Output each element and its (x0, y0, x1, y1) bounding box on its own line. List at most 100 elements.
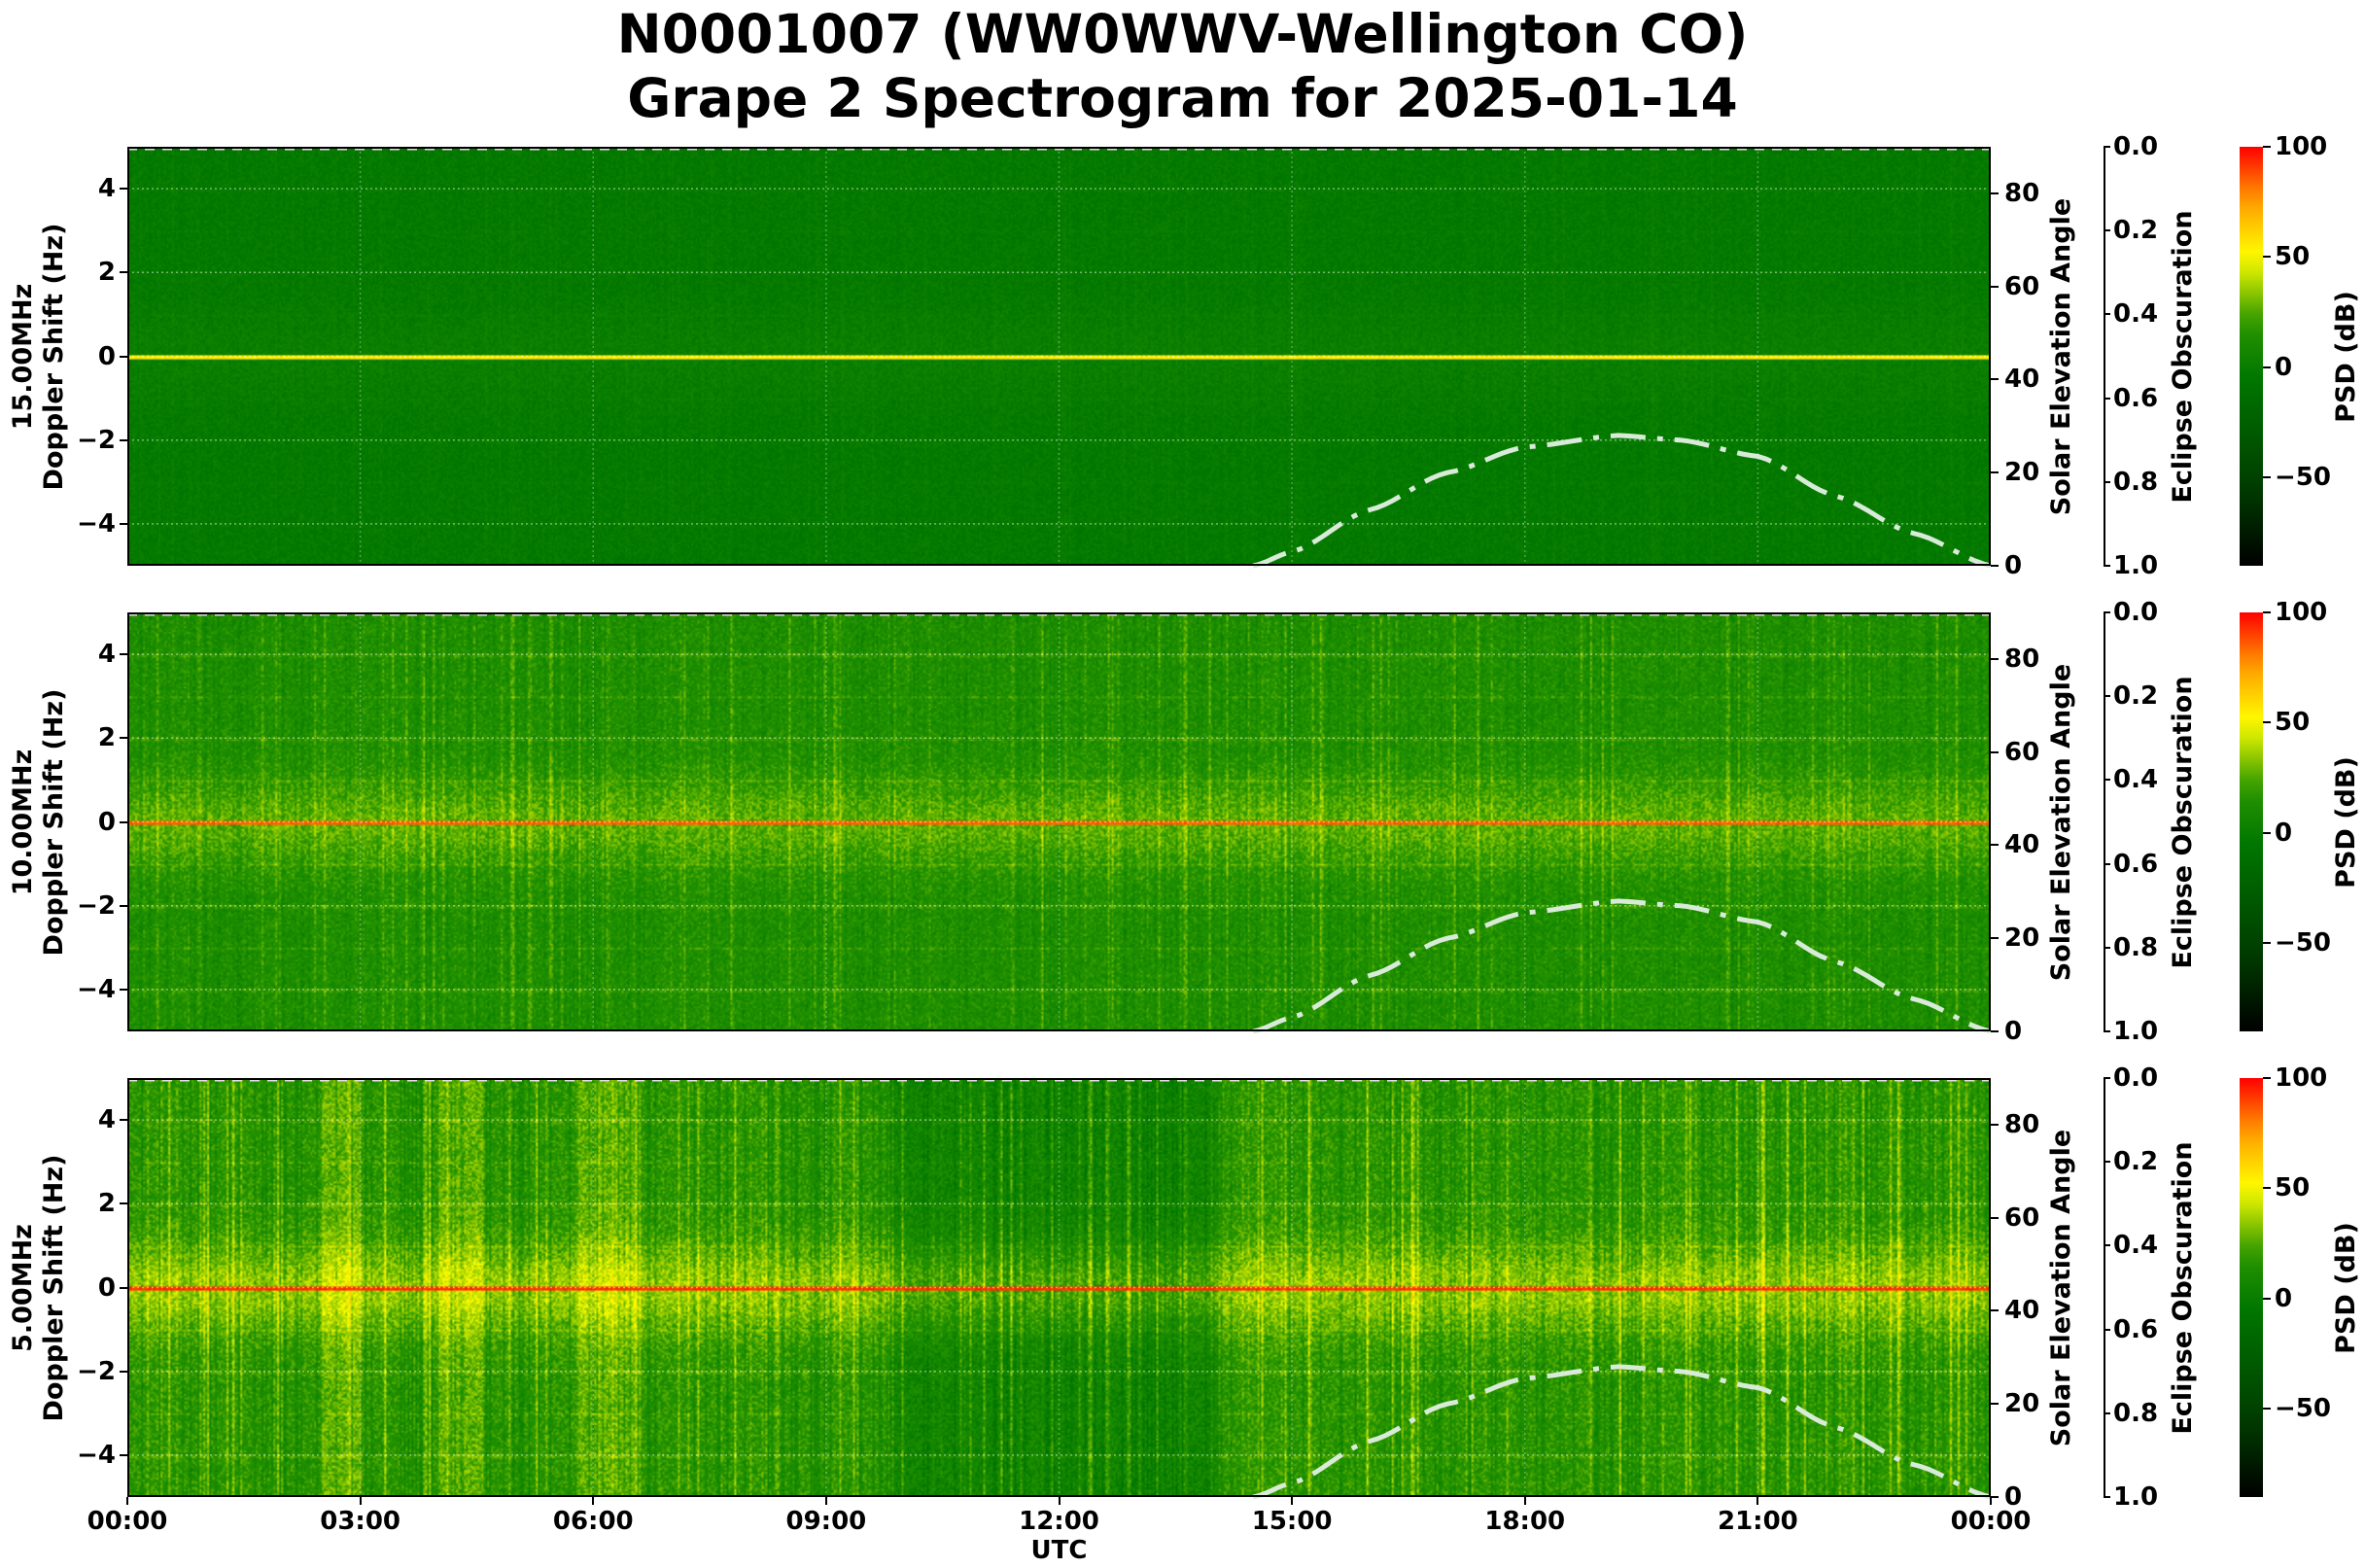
eclipse-tick-mark (2104, 779, 2110, 782)
y-tick-mark (120, 522, 127, 525)
x-tick-label: 15:00 (1251, 1507, 1333, 1536)
solar-tick-label: 0 (2004, 551, 2023, 580)
colorbar-tick-label: 50 (2275, 242, 2311, 272)
colorbar-tick-label: −50 (2275, 1394, 2331, 1424)
eclipse-tick-mark (2104, 1161, 2110, 1164)
y-tick-label: 0 (97, 341, 116, 371)
solar-elevation-curve (1252, 898, 1992, 1034)
colorbar-tick-mark (2263, 1077, 2271, 1079)
colorbar-tick-label: 0 (2275, 352, 2293, 382)
colorbar (2240, 1078, 2263, 1497)
eclipse-tick-label: 0.4 (2113, 1231, 2159, 1261)
eclipse-tick-label: 0.2 (2113, 681, 2159, 712)
y-tick-label: 4 (97, 640, 116, 670)
eclipse-obscuration-axis-label: Eclipse Obscuration (2168, 209, 2198, 504)
eclipse-obscuration-axis-label: Eclipse Obscuration (2168, 1140, 2198, 1435)
eclipse-tick-mark (2104, 313, 2110, 316)
eclipse-tick-mark (2104, 1328, 2110, 1331)
solar-tick-mark (1991, 471, 1999, 474)
y-tick-mark (120, 1202, 127, 1205)
colorbar-tick-label: −50 (2275, 928, 2331, 958)
eclipse-tick-mark (2104, 1411, 2110, 1414)
colorbar-tick-label: 50 (2275, 708, 2311, 738)
colorbar-label: PSD (dB) (2331, 290, 2361, 423)
x-axis-label: UTC (1030, 1536, 1088, 1565)
y-tick-mark (120, 737, 127, 740)
eclipse-tick-label: 0.0 (2113, 598, 2159, 627)
eclipse-tick-mark (2104, 229, 2110, 232)
solar-tick-label: 60 (2004, 271, 2040, 301)
solar-tick-mark (1991, 565, 1999, 567)
y-tick-label: −2 (77, 890, 116, 921)
y-tick-mark (120, 1370, 127, 1373)
solar-tick-mark (1991, 1403, 1999, 1406)
y-tick-mark (120, 904, 127, 907)
eclipse-tick-label: 1.0 (2113, 1482, 2159, 1512)
colorbar-tick-mark (2263, 146, 2271, 148)
y-tick-mark (120, 188, 127, 191)
plot-overlay (127, 1078, 1992, 1500)
y-tick-label: −2 (77, 1356, 116, 1386)
y-tick-label: 4 (97, 1105, 116, 1135)
y-axis-label-frequency: 5.00MHz (8, 1223, 38, 1352)
solar-tick-mark (1991, 1216, 1999, 1219)
solar-tick-mark (1991, 1309, 1999, 1312)
x-tick-mark (1756, 1497, 1759, 1505)
chart-title-line-1: N0001007 (WW0WWV-Wellington CO) (616, 3, 1749, 65)
eclipse-tick-label: 0.6 (2113, 1314, 2159, 1344)
plot-frame (127, 612, 1991, 1031)
x-tick-mark (824, 1497, 827, 1505)
eclipse-tick-label: 0.4 (2113, 765, 2159, 795)
colorbar-tick-mark (2263, 366, 2271, 368)
plot-overlay (127, 147, 1992, 569)
y-tick-mark (120, 1453, 127, 1456)
eclipse-tick-label: 0.0 (2113, 1063, 2159, 1093)
solar-tick-label: 60 (2004, 737, 2040, 767)
solar-tick-mark (1991, 192, 1999, 194)
colorbar (2240, 147, 2263, 566)
y-tick-label: 4 (97, 174, 116, 204)
x-tick-mark (1058, 1497, 1061, 1505)
eclipse-tick-mark (2104, 611, 2110, 613)
eclipse-tick-label: 0.8 (2113, 1398, 2159, 1428)
eclipse-tick-mark (2104, 862, 2110, 865)
x-tick-label: 03:00 (320, 1507, 400, 1536)
eclipse-tick-mark (2104, 480, 2110, 483)
y-axis-label-frequency: 10.00MHz (8, 749, 38, 895)
eclipse-tick-label: 0.4 (2113, 299, 2159, 330)
x-tick-label: 12:00 (1019, 1507, 1099, 1536)
eclipse-obscuration-axis-label: Eclipse Obscuration (2168, 675, 2198, 969)
solar-tick-label: 40 (2004, 365, 2040, 395)
eclipse-tick-label: 0.6 (2113, 383, 2159, 413)
solar-tick-mark (1991, 1030, 1999, 1032)
colorbar-tick-label: 50 (2275, 1173, 2311, 1203)
colorbar-tick-mark (2263, 256, 2271, 259)
x-tick-label: 06:00 (552, 1507, 634, 1536)
y-tick-mark (120, 820, 127, 823)
y-tick-mark (120, 438, 127, 441)
x-tick-label: 00:00 (87, 1507, 168, 1536)
eclipse-axis-line (2104, 147, 2105, 566)
y-tick-label: −4 (77, 974, 116, 1004)
solar-elevation-curve (1252, 433, 1992, 569)
colorbar-tick-label: 0 (2275, 1283, 2293, 1313)
colorbar-tick-label: 0 (2275, 818, 2293, 848)
solar-tick-label: 60 (2004, 1202, 2040, 1233)
colorbar-tick-label: 100 (2275, 1063, 2328, 1093)
solar-elevation-curve (1252, 1364, 1992, 1500)
eclipse-axis-line (2104, 1078, 2105, 1497)
solar-tick-label: 80 (2004, 178, 2040, 208)
solar-tick-label: 0 (2004, 1482, 2023, 1512)
eclipse-tick-label: 0.8 (2113, 467, 2159, 497)
x-tick-label: 09:00 (785, 1507, 867, 1536)
solar-tick-mark (1991, 937, 1999, 940)
chart-title-line-2: Grape 2 Spectrogram for 2025-01-14 (627, 67, 1738, 129)
x-tick-label: 18:00 (1484, 1507, 1566, 1536)
colorbar-tick-label: −50 (2275, 463, 2331, 493)
solar-tick-label: 20 (2004, 458, 2040, 488)
solar-tick-mark (1991, 1496, 1999, 1498)
solar-tick-label: 20 (2004, 923, 2040, 954)
eclipse-tick-label: 0.0 (2113, 132, 2159, 161)
solar-elevation-axis-label: Solar Elevation Angle (2046, 1129, 2076, 1446)
eclipse-tick-mark (2104, 946, 2110, 949)
